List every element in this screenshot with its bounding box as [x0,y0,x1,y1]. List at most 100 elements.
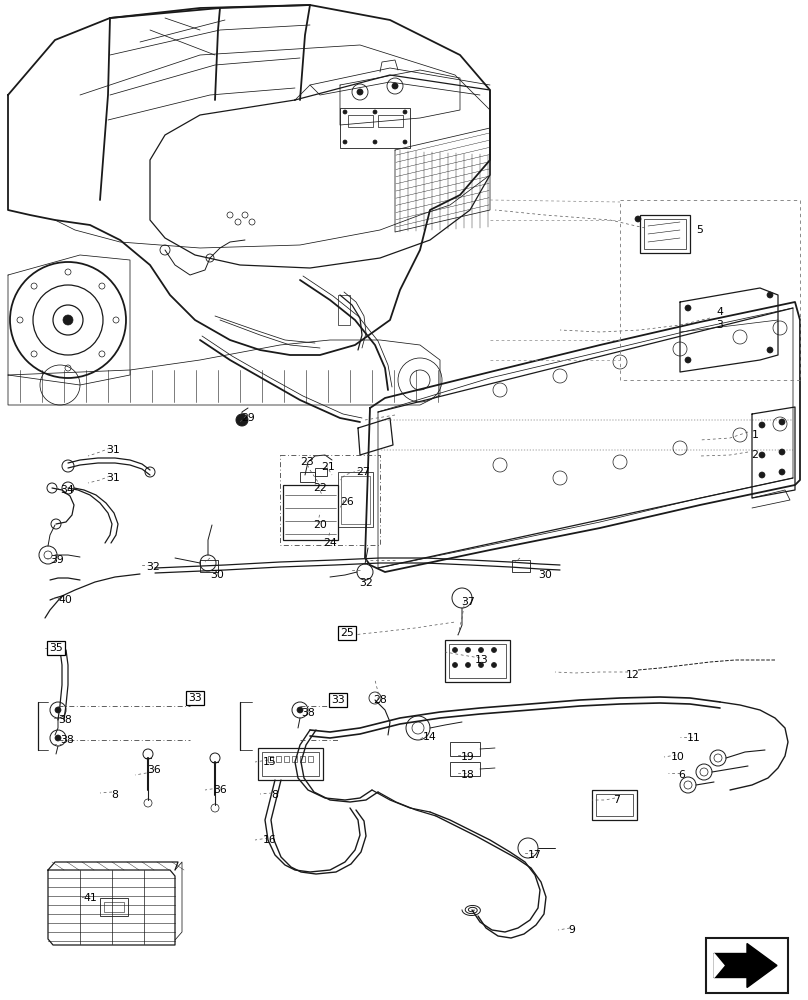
Text: 1: 1 [751,430,759,440]
Circle shape [452,648,457,652]
Circle shape [491,662,496,668]
Text: 2: 2 [751,450,759,460]
Text: 31: 31 [106,473,120,483]
Text: 41: 41 [83,893,97,903]
Text: 32: 32 [146,562,160,572]
Text: 19: 19 [461,752,475,762]
Bar [315,468,327,476]
Bar [338,295,350,325]
Circle shape [373,140,377,144]
Bar [292,756,297,762]
Text: 40: 40 [58,595,72,605]
Text: 5: 5 [696,225,704,235]
Text: 14: 14 [423,732,437,742]
Text: 6: 6 [679,770,685,780]
Bar [640,215,690,253]
Text: 30: 30 [210,570,224,580]
Circle shape [343,140,347,144]
Bar [644,219,686,249]
Circle shape [759,472,765,478]
Text: 32: 32 [359,578,372,588]
Text: 18: 18 [461,770,475,780]
Bar [338,472,373,527]
Text: 13: 13 [475,655,489,665]
Circle shape [297,707,303,713]
Circle shape [373,110,377,114]
Bar [592,790,637,820]
Bar [378,115,403,127]
Text: 38: 38 [301,708,315,718]
Circle shape [236,414,248,426]
Text: 8: 8 [112,790,119,800]
Bar [596,794,633,816]
Text: 33: 33 [331,695,345,705]
Bar [445,640,510,682]
Bar [300,472,315,482]
Text: 22: 22 [314,483,327,493]
Circle shape [779,419,785,425]
Circle shape [403,140,407,144]
Text: 27: 27 [356,467,370,477]
Text: 37: 37 [461,597,475,607]
Text: 35: 35 [49,643,63,653]
Circle shape [357,89,363,95]
Circle shape [767,292,773,298]
Circle shape [685,305,691,311]
Text: 10: 10 [671,752,685,762]
Bar [262,752,319,776]
Circle shape [465,662,470,668]
Circle shape [491,648,496,652]
Bar [348,115,373,127]
Text: 15: 15 [263,757,277,767]
Text: 23: 23 [300,457,314,467]
Polygon shape [714,954,724,978]
Circle shape [478,662,483,668]
Circle shape [478,648,483,652]
Circle shape [343,110,347,114]
Circle shape [635,216,641,222]
Bar [341,476,370,524]
Text: 25: 25 [340,628,354,638]
Circle shape [63,315,73,325]
Bar [450,762,480,776]
Text: 36: 36 [213,785,227,795]
Circle shape [392,83,398,89]
Text: 29: 29 [241,413,255,423]
Text: 9: 9 [569,925,575,935]
Circle shape [452,662,457,668]
Bar [706,938,788,993]
Bar [283,485,338,540]
Circle shape [55,735,61,741]
Text: 26: 26 [340,497,354,507]
Text: 16: 16 [263,835,277,845]
Text: 28: 28 [373,695,387,705]
Text: 4: 4 [717,307,723,317]
Bar [450,742,480,756]
Bar [276,756,281,762]
Bar [104,902,124,912]
Text: 21: 21 [321,462,335,472]
Polygon shape [714,944,777,988]
Text: 38: 38 [58,715,72,725]
Text: 20: 20 [313,520,327,530]
Bar [308,756,313,762]
Text: 34: 34 [60,485,74,495]
Text: 17: 17 [528,850,542,860]
Circle shape [779,469,785,475]
Bar [284,756,289,762]
Text: 7: 7 [613,795,621,805]
Circle shape [779,449,785,455]
Bar [300,756,305,762]
Text: 11: 11 [687,733,701,743]
Circle shape [465,648,470,652]
Text: 38: 38 [60,735,74,745]
Text: 3: 3 [717,320,723,330]
Bar [200,560,218,572]
Text: 24: 24 [323,538,337,548]
Text: 12: 12 [626,670,640,680]
Circle shape [55,707,61,713]
Circle shape [767,347,773,353]
Bar [258,748,323,780]
Circle shape [403,110,407,114]
Circle shape [759,452,765,458]
